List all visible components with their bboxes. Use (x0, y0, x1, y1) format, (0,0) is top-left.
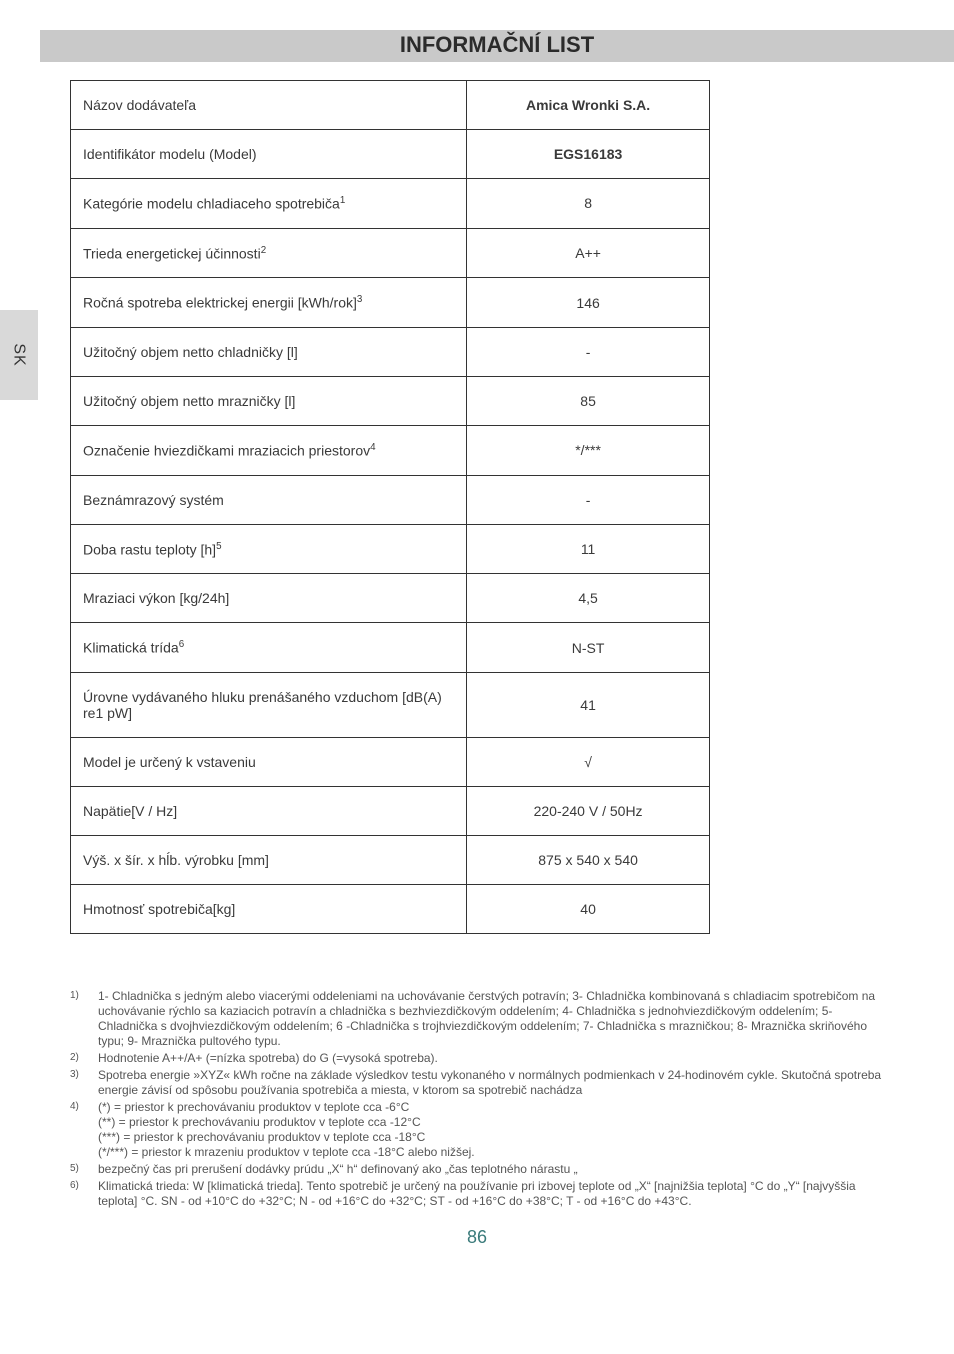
spec-label: Ročná spotreba elektrickej energii [kWh/… (71, 278, 467, 328)
table-row: Užitočný objem netto chladničky [l]- (71, 327, 710, 376)
page-number: 86 (50, 1227, 904, 1248)
footnote: 5)bezpečný čas pri prerušení dodávky prú… (70, 1162, 884, 1177)
table-row: Doba rastu teploty [h]511 (71, 524, 710, 574)
spec-label: Trieda energetickej účinnosti2 (71, 228, 467, 278)
spec-label: Klimatická trída6 (71, 623, 467, 673)
spec-value: 146 (467, 278, 710, 328)
footnote-text: (*) = priestor k prechovávaniu produktov… (98, 1100, 884, 1160)
spec-value: N-ST (467, 623, 710, 673)
spec-value: 40 (467, 884, 710, 933)
spec-label: Kategórie modelu chladiaceho spotrebiča1 (71, 179, 467, 229)
page-title: INFORMAČNÍ LIST (40, 32, 954, 58)
footnote-text: 1- Chladnička s jedným alebo viacerými o… (98, 989, 884, 1049)
spec-value: */*** (467, 425, 710, 475)
table-row: Model je určený k vstaveniu√ (71, 737, 710, 786)
footnote: 2)Hodnotenie A++/A+ (=nízka spotreba) do… (70, 1051, 884, 1066)
spec-label: Užitočný objem netto chladničky [l] (71, 327, 467, 376)
spec-label: Názov dodávateľa (71, 81, 467, 130)
spec-value: 8 (467, 179, 710, 229)
spec-label: Označenie hviezdičkami mraziacich priest… (71, 425, 467, 475)
table-row: Názov dodávateľaAmica Wronki S.A. (71, 81, 710, 130)
spec-value: 11 (467, 524, 710, 574)
spec-label: Beznámrazový systém (71, 475, 467, 524)
table-row: Napätie[V / Hz]220-240 V / 50Hz (71, 786, 710, 835)
footnote: 1)1- Chladnička s jedným alebo viacerými… (70, 989, 884, 1049)
language-code: SK (10, 343, 28, 366)
footnote: 3)Spotreba energie »XYZ« kWh ročne na zá… (70, 1068, 884, 1098)
footnote-text: Klimatická trieda: W [klimatická trieda]… (98, 1179, 884, 1209)
footnote-number: 1) (70, 989, 98, 1049)
title-bar: INFORMAČNÍ LIST (40, 30, 954, 62)
spec-value: 85 (467, 376, 710, 425)
spec-value: - (467, 327, 710, 376)
table-row: Užitočný objem netto mrazničky [l]85 (71, 376, 710, 425)
footnote-number: 3) (70, 1068, 98, 1098)
table-row: Klimatická trída6N-ST (71, 623, 710, 673)
spec-label: Doba rastu teploty [h]5 (71, 524, 467, 574)
spec-label: Úrovne vydávaného hluku prenášaného vzdu… (71, 672, 467, 737)
table-row: Mraziaci výkon [kg/24h]4,5 (71, 574, 710, 623)
table-row: Kategórie modelu chladiaceho spotrebiča1… (71, 179, 710, 229)
spec-value: √ (467, 737, 710, 786)
footnote-number: 5) (70, 1162, 98, 1177)
spec-label: Hmotnosť spotrebiča[kg] (71, 884, 467, 933)
spec-label: Užitočný objem netto mrazničky [l] (71, 376, 467, 425)
footnote-number: 2) (70, 1051, 98, 1066)
spec-value: 875 x 540 x 540 (467, 835, 710, 884)
footnote-number: 4) (70, 1100, 98, 1160)
table-row: Hmotnosť spotrebiča[kg]40 (71, 884, 710, 933)
footnote-text: bezpečný čas pri prerušení dodávky prúdu… (98, 1162, 884, 1177)
footnote-text: Spotreba energie »XYZ« kWh ročne na zákl… (98, 1068, 884, 1098)
table-row: Identifikátor modelu (Model)EGS16183 (71, 130, 710, 179)
spec-value: - (467, 475, 710, 524)
table-row: Ročná spotreba elektrickej energii [kWh/… (71, 278, 710, 328)
spec-label: Model je určený k vstaveniu (71, 737, 467, 786)
table-row: Úrovne vydávaného hluku prenášaného vzdu… (71, 672, 710, 737)
footnote-text: Hodnotenie A++/A+ (=nízka spotreba) do G… (98, 1051, 884, 1066)
table-row: Výš. x šír. x hĺb. výrobku [mm]875 x 540… (71, 835, 710, 884)
spec-label: Identifikátor modelu (Model) (71, 130, 467, 179)
spec-label: Výš. x šír. x hĺb. výrobku [mm] (71, 835, 467, 884)
footnotes: 1)1- Chladnička s jedným alebo viacerými… (70, 989, 884, 1209)
spec-value: A++ (467, 228, 710, 278)
footnote: 4)(*) = priestor k prechovávaniu produkt… (70, 1100, 884, 1160)
spec-label: Mraziaci výkon [kg/24h] (71, 574, 467, 623)
spec-value: Amica Wronki S.A. (467, 81, 710, 130)
spec-label: Napätie[V / Hz] (71, 786, 467, 835)
table-row: Trieda energetickej účinnosti2A++ (71, 228, 710, 278)
spec-value: 4,5 (467, 574, 710, 623)
spec-table-container: Názov dodávateľaAmica Wronki S.A.Identif… (70, 80, 710, 934)
spec-value: EGS16183 (467, 130, 710, 179)
footnote-number: 6) (70, 1179, 98, 1209)
spec-value: 41 (467, 672, 710, 737)
spec-value: 220-240 V / 50Hz (467, 786, 710, 835)
table-row: Beznámrazový systém- (71, 475, 710, 524)
table-row: Označenie hviezdičkami mraziacich priest… (71, 425, 710, 475)
language-tab: SK (0, 310, 38, 400)
spec-table: Názov dodávateľaAmica Wronki S.A.Identif… (70, 80, 710, 934)
footnote: 6)Klimatická trieda: W [klimatická tried… (70, 1179, 884, 1209)
